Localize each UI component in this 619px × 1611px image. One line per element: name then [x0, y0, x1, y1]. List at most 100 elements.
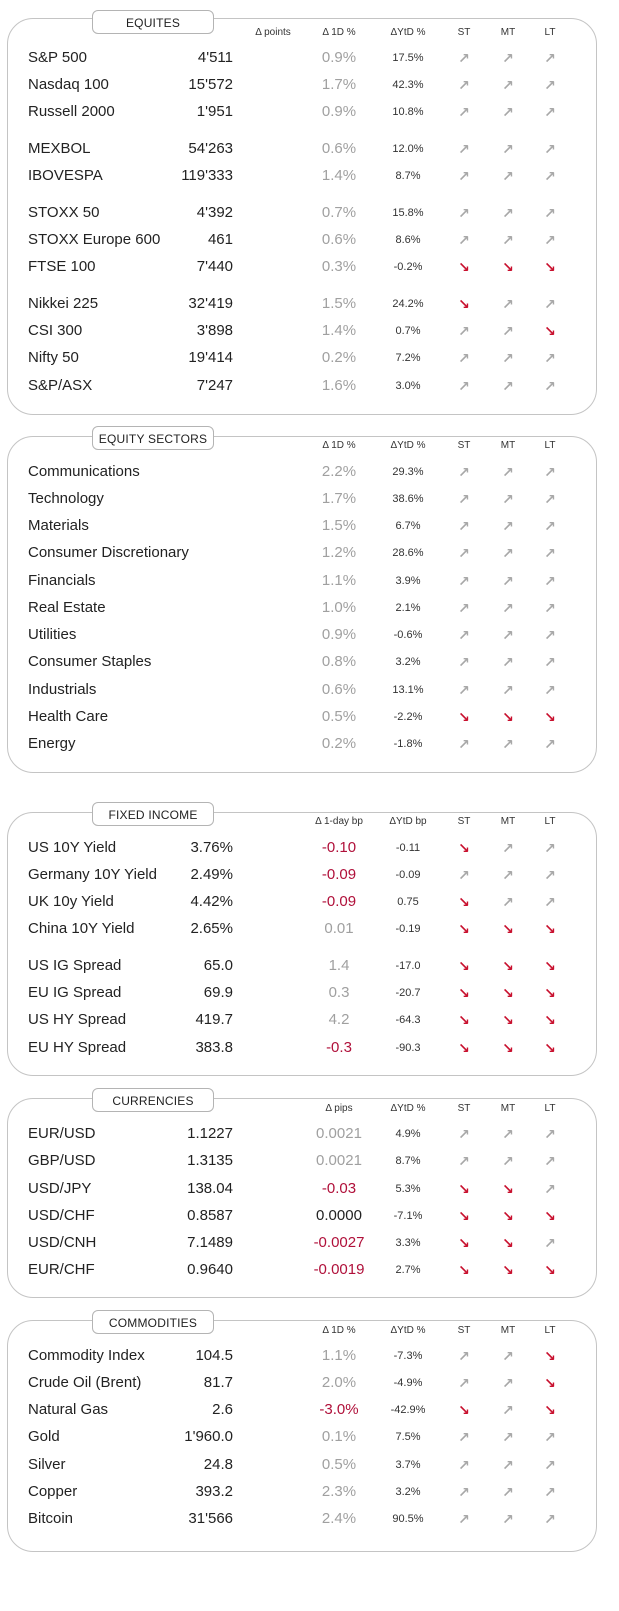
commodities-row[interactable]: Crude Oil (Brent) 81.7 2.0% -4.9% ↗ ↗ ↘ — [0, 1372, 619, 1394]
equities-header-lt: LT — [544, 27, 556, 38]
equities-row[interactable]: MEXBOL 54'263 0.6% 12.0% ↗ ↗ ↗ — [0, 138, 619, 160]
equity-sectors-row[interactable]: Materials 1.5% 6.7% ↗ ↗ ↗ — [0, 515, 619, 537]
trend-lt-down-arrow-icon: ↘ — [544, 1402, 556, 1418]
currencies-row[interactable]: USD/CHF 0.8587 0.0000 -7.1% ↘ ↘ ↘ — [0, 1205, 619, 1227]
commodities-header-st: ST — [457, 1325, 471, 1336]
trend-st-down-arrow-icon: ↘ — [458, 259, 470, 275]
instrument-value: 383.8 — [195, 1039, 233, 1056]
instrument-name: STOXX Europe 600 — [28, 231, 161, 248]
equity-sectors-row[interactable]: Technology 1.7% 38.6% ↗ ↗ ↗ — [0, 488, 619, 510]
instrument-value: 119'333 — [181, 167, 233, 184]
trend-st-down-arrow-icon: ↘ — [458, 894, 470, 910]
currencies-row[interactable]: USD/JPY 138.04 -0.03 5.3% ↘ ↘ ↗ — [0, 1178, 619, 1200]
fixed-income-row[interactable]: EU IG Spread 69.9 0.3 -20.7 ↘ ↘ ↘ — [0, 982, 619, 1004]
instrument-name: UK 10y Yield — [28, 893, 114, 910]
instrument-name: Health Care — [28, 708, 109, 725]
equities-row[interactable]: S&P 500 4'511 0.9% 17.5% ↗ ↗ ↗ — [0, 47, 619, 69]
fixed-income-row[interactable]: EU HY Spread 383.8 -0.3 -90.3 ↘ ↘ ↘ — [0, 1037, 619, 1059]
daily-change: 1.4% — [321, 167, 357, 184]
fixed-income-row[interactable]: US IG Spread 65.0 1.4 -17.0 ↘ ↘ ↘ — [0, 955, 619, 977]
equity-sectors-title: EQUITY SECTORS — [92, 426, 214, 450]
currencies-row[interactable]: GBP/USD 1.3135 0.0021 8.7% ↗ ↗ ↗ — [0, 1150, 619, 1172]
equities-row[interactable]: CSI 300 3'898 1.4% 0.7% ↗ ↗ ↘ — [0, 320, 619, 342]
equity-sectors-row[interactable]: Energy 0.2% -1.8% ↗ ↗ ↗ — [0, 733, 619, 755]
trend-mt-down-arrow-icon: ↘ — [502, 1012, 514, 1028]
daily-change: 0.3 — [328, 984, 350, 1001]
currencies-row[interactable]: EUR/USD 1.1227 0.0021 4.9% ↗ ↗ ↗ — [0, 1123, 619, 1145]
equities-row[interactable]: S&P/ASX 7'247 1.6% 3.0% ↗ ↗ ↗ — [0, 375, 619, 397]
instrument-value: 1.1227 — [187, 1125, 233, 1142]
instrument-value: 65.0 — [203, 957, 233, 974]
daily-change: 2.3% — [321, 1483, 357, 1500]
instrument-value: 2.6 — [212, 1401, 233, 1418]
equities-row[interactable]: STOXX Europe 600 461 0.6% 8.6% ↗ ↗ ↗ — [0, 229, 619, 251]
ytd-change: -0.11 — [395, 842, 421, 854]
trend-mt-up-arrow-icon: ↗ — [502, 867, 514, 883]
equity-sectors-row[interactable]: Utilities 0.9% -0.6% ↗ ↗ ↗ — [0, 624, 619, 646]
instrument-name: FTSE 100 — [28, 258, 96, 275]
equities-row[interactable]: STOXX 50 4'392 0.7% 15.8% ↗ ↗ ↗ — [0, 202, 619, 224]
equities-row[interactable]: Nasdaq 100 15'572 1.7% 42.3% ↗ ↗ ↗ — [0, 74, 619, 96]
equity-sectors-row[interactable]: Consumer Discretionary 1.2% 28.6% ↗ ↗ ↗ — [0, 542, 619, 564]
commodities-row[interactable]: Natural Gas 2.6 -3.0% -42.9% ↘ ↗ ↘ — [0, 1399, 619, 1421]
equity-sectors-row[interactable]: Communications 2.2% 29.3% ↗ ↗ ↗ — [0, 461, 619, 483]
daily-change: 0.1% — [321, 1428, 357, 1445]
currencies-row[interactable]: EUR/CHF 0.9640 -0.0019 2.7% ↘ ↘ ↘ — [0, 1259, 619, 1281]
ytd-change: -7.1% — [393, 1210, 423, 1222]
fixed-income-row[interactable]: US 10Y Yield 3.76% -0.10 -0.11 ↘ ↗ ↗ — [0, 837, 619, 859]
ytd-change: 28.6% — [392, 547, 424, 559]
daily-change: 1.5% — [321, 517, 357, 534]
equities-header-ytd: ΔYtD % — [390, 27, 426, 38]
equities-row[interactable]: FTSE 100 7'440 0.3% -0.2% ↘ ↘ ↘ — [0, 256, 619, 278]
trend-lt-down-arrow-icon: ↘ — [544, 1348, 556, 1364]
trend-lt-down-arrow-icon: ↘ — [544, 259, 556, 275]
ytd-change: -0.19 — [395, 923, 421, 935]
ytd-change: 0.7% — [395, 325, 421, 337]
fixed-income-panel — [7, 812, 597, 1076]
trend-st-up-arrow-icon: ↗ — [458, 1348, 470, 1364]
instrument-name: Gold — [28, 1428, 60, 1445]
ytd-change: 3.7% — [395, 1459, 421, 1471]
daily-change: 2.2% — [321, 463, 357, 480]
fixed-income-row[interactable]: China 10Y Yield 2.65% 0.01 -0.19 ↘ ↘ ↘ — [0, 918, 619, 940]
fixed-income-row[interactable]: Germany 10Y Yield 2.49% -0.09 -0.09 ↗ ↗ ↗ — [0, 864, 619, 886]
ytd-change: 6.7% — [395, 520, 421, 532]
trend-lt-down-arrow-icon: ↘ — [544, 921, 556, 937]
instrument-name: MEXBOL — [28, 140, 91, 157]
equities-row[interactable]: Nikkei 225 32'419 1.5% 24.2% ↘ ↗ ↗ — [0, 293, 619, 315]
daily-change: 1.2% — [321, 544, 357, 561]
daily-change: 0.5% — [321, 708, 357, 725]
daily-change: 0.5% — [321, 1456, 357, 1473]
fixed-income-row[interactable]: US HY Spread 419.7 4.2 -64.3 ↘ ↘ ↘ — [0, 1009, 619, 1031]
commodities-row[interactable]: Copper 393.2 2.3% 3.2% ↗ ↗ ↗ — [0, 1481, 619, 1503]
commodities-row[interactable]: Gold 1'960.0 0.1% 7.5% ↗ ↗ ↗ — [0, 1426, 619, 1448]
trend-mt-down-arrow-icon: ↘ — [502, 1208, 514, 1224]
equity-sectors-row[interactable]: Real Estate 1.0% 2.1% ↗ ↗ ↗ — [0, 597, 619, 619]
trend-mt-up-arrow-icon: ↗ — [502, 1511, 514, 1527]
trend-mt-down-arrow-icon: ↘ — [502, 985, 514, 1001]
equities-row[interactable]: IBOVESPA 119'333 1.4% 8.7% ↗ ↗ ↗ — [0, 165, 619, 187]
commodities-row[interactable]: Commodity Index 104.5 1.1% -7.3% ↗ ↗ ↘ — [0, 1345, 619, 1367]
equities-row[interactable]: Russell 2000 1'951 0.9% 10.8% ↗ ↗ ↗ — [0, 101, 619, 123]
daily-change: 0.8% — [321, 653, 357, 670]
equity-sectors-row[interactable]: Consumer Staples 0.8% 3.2% ↗ ↗ ↗ — [0, 651, 619, 673]
ytd-change: 24.2% — [392, 298, 424, 310]
instrument-name: IBOVESPA — [28, 167, 103, 184]
equity-sectors-row[interactable]: Health Care 0.5% -2.2% ↘ ↘ ↘ — [0, 706, 619, 728]
ytd-change: 7.5% — [395, 1431, 421, 1443]
equity-sectors-row[interactable]: Industrials 0.6% 13.1% ↗ ↗ ↗ — [0, 679, 619, 701]
trend-st-up-arrow-icon: ↗ — [458, 600, 470, 616]
daily-change: 0.0021 — [316, 1152, 362, 1169]
currencies-row[interactable]: USD/CNH 7.1489 -0.0027 3.3% ↘ ↘ ↗ — [0, 1232, 619, 1254]
equity-sectors-row[interactable]: Financials 1.1% 3.9% ↗ ↗ ↗ — [0, 570, 619, 592]
daily-change: 1.7% — [321, 490, 357, 507]
commodities-row[interactable]: Bitcoin 31'566 2.4% 90.5% ↗ ↗ ↗ — [0, 1508, 619, 1530]
trend-mt-up-arrow-icon: ↗ — [502, 50, 514, 66]
commodities-header-ytd: ΔYtD % — [390, 1325, 426, 1336]
currencies-header-lt: LT — [544, 1103, 556, 1114]
equities-row[interactable]: Nifty 50 19'414 0.2% 7.2% ↗ ↗ ↗ — [0, 347, 619, 369]
ytd-change: 29.3% — [392, 466, 424, 478]
instrument-value: 0.9640 — [187, 1261, 233, 1278]
fixed-income-row[interactable]: UK 10y Yield 4.42% -0.09 0.75 ↘ ↗ ↗ — [0, 891, 619, 913]
commodities-row[interactable]: Silver 24.8 0.5% 3.7% ↗ ↗ ↗ — [0, 1454, 619, 1476]
